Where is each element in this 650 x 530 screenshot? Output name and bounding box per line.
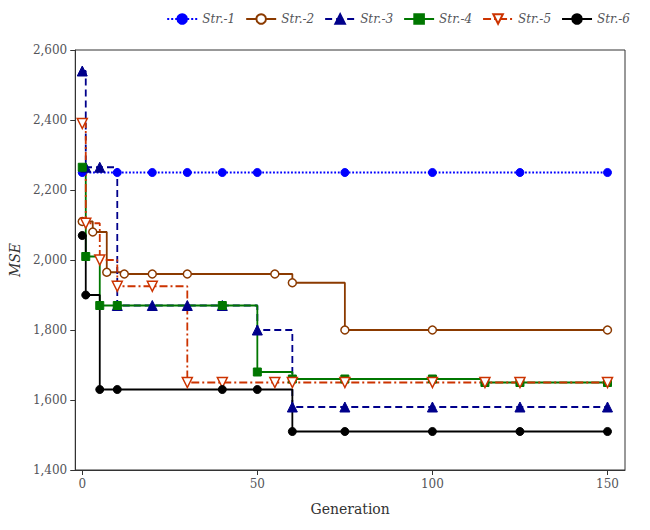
svg-text:MSE: MSE — [7, 243, 23, 278]
svg-text:1,400: 1,400 — [33, 463, 67, 477]
svg-text:2,200: 2,200 — [33, 183, 67, 197]
svg-text:Str.-2: Str.-2 — [281, 12, 314, 26]
svg-text:Str.-3: Str.-3 — [360, 12, 393, 26]
svg-text:0: 0 — [78, 477, 86, 491]
svg-text:Generation: Generation — [310, 501, 389, 517]
svg-text:100: 100 — [421, 477, 444, 491]
svg-text:2,000: 2,000 — [33, 253, 67, 267]
svg-text:Str.-6: Str.-6 — [597, 12, 630, 26]
svg-text:150: 150 — [596, 477, 619, 491]
svg-text:1,800: 1,800 — [33, 323, 67, 337]
svg-text:2,400: 2,400 — [33, 113, 67, 127]
svg-text:Str.-5: Str.-5 — [518, 12, 551, 26]
svg-text:1,600: 1,600 — [33, 393, 67, 407]
svg-text:Str.-1: Str.-1 — [202, 12, 235, 26]
svg-text:50: 50 — [250, 477, 265, 491]
svg-text:2,600: 2,600 — [33, 43, 67, 57]
svg-text:Str.-4: Str.-4 — [439, 12, 472, 26]
